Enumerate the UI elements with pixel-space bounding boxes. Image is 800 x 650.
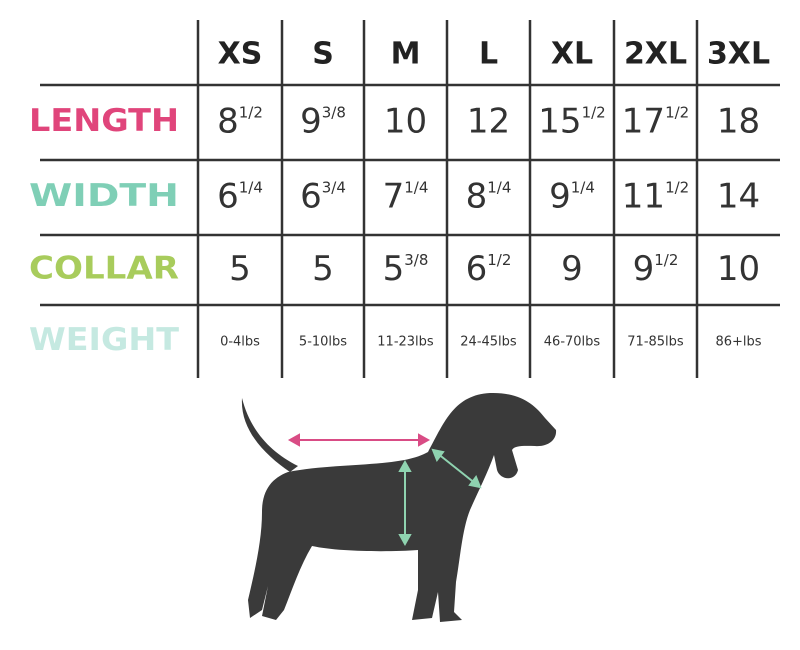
row-label: LENGTH bbox=[29, 103, 179, 139]
value: 10 bbox=[384, 101, 427, 141]
cell: 11-23lbs bbox=[377, 334, 434, 349]
fraction: 1/4 bbox=[239, 178, 263, 196]
column-header: S bbox=[312, 37, 334, 72]
value: 11-23lbs bbox=[377, 334, 434, 349]
value: 9 bbox=[300, 101, 322, 141]
cell: 10 bbox=[384, 101, 427, 141]
value: 6 bbox=[217, 176, 239, 216]
fraction: 3/8 bbox=[404, 251, 428, 269]
value: 18 bbox=[717, 101, 760, 141]
fraction: 1/4 bbox=[571, 178, 595, 196]
cell: 61/4 bbox=[217, 176, 263, 216]
cell: 46-70lbs bbox=[544, 334, 601, 349]
fraction: 1/2 bbox=[665, 103, 689, 121]
fraction: 1/2 bbox=[487, 251, 511, 269]
value: 8 bbox=[466, 176, 488, 216]
column-header: M bbox=[391, 37, 421, 72]
value: 12 bbox=[467, 101, 510, 141]
value: 7 bbox=[383, 176, 405, 216]
cell: 18 bbox=[717, 101, 760, 141]
cell: 53/8 bbox=[383, 249, 429, 289]
cell: 9 bbox=[561, 249, 583, 289]
cell: 171/2 bbox=[622, 101, 689, 141]
row-label: COLLAR bbox=[29, 251, 179, 287]
cell: 81/4 bbox=[466, 176, 512, 216]
column-header: XL bbox=[551, 37, 593, 72]
cell: 86+lbs bbox=[715, 334, 761, 349]
cell: 71/4 bbox=[383, 176, 429, 216]
value: 10 bbox=[717, 249, 760, 289]
value: 9 bbox=[561, 249, 583, 289]
fraction: 1/2 bbox=[665, 178, 689, 196]
value: 5 bbox=[312, 249, 334, 289]
value: 8 bbox=[217, 101, 239, 141]
cell: 93/8 bbox=[300, 101, 346, 141]
cell: 91/2 bbox=[633, 249, 679, 289]
fraction: 3/8 bbox=[322, 103, 346, 121]
value: 6 bbox=[300, 176, 322, 216]
value: 14 bbox=[717, 176, 760, 216]
cell: 12 bbox=[467, 101, 510, 141]
value: 11 bbox=[622, 176, 665, 216]
value: 9 bbox=[633, 249, 655, 289]
column-header: 3XL bbox=[707, 37, 770, 72]
fraction: 1/2 bbox=[582, 103, 606, 121]
cell: 5-10lbs bbox=[299, 334, 347, 349]
column-header: L bbox=[479, 37, 498, 72]
cell: 91/4 bbox=[549, 176, 595, 216]
cell: 151/2 bbox=[538, 101, 605, 141]
cell: 5 bbox=[312, 249, 334, 289]
fraction: 3/4 bbox=[322, 178, 346, 196]
value: 6 bbox=[466, 249, 488, 289]
value: 5-10lbs bbox=[299, 334, 347, 349]
value: 15 bbox=[538, 101, 581, 141]
value: 46-70lbs bbox=[544, 334, 601, 349]
cell: 63/4 bbox=[300, 176, 346, 216]
row-label: WEIGHT bbox=[29, 322, 179, 358]
fraction: 1/4 bbox=[404, 178, 428, 196]
cell: 24-45lbs bbox=[460, 334, 517, 349]
fraction: 1/4 bbox=[487, 178, 511, 196]
value: 9 bbox=[549, 176, 571, 216]
cell: 0-4lbs bbox=[220, 334, 260, 349]
value: 17 bbox=[622, 101, 665, 141]
value: 86+lbs bbox=[715, 334, 761, 349]
cell: 5 bbox=[229, 249, 251, 289]
column-header: XS bbox=[218, 37, 263, 72]
value: 5 bbox=[383, 249, 405, 289]
cell: 71-85lbs bbox=[627, 334, 684, 349]
fraction: 1/2 bbox=[654, 251, 678, 269]
cell: 111/2 bbox=[622, 176, 689, 216]
cell: 10 bbox=[717, 249, 760, 289]
cell: 61/2 bbox=[466, 249, 512, 289]
value: 5 bbox=[229, 249, 251, 289]
value: 24-45lbs bbox=[460, 334, 517, 349]
cell: 81/2 bbox=[217, 101, 263, 141]
value: 0-4lbs bbox=[220, 334, 260, 349]
cell: 14 bbox=[717, 176, 760, 216]
value: 71-85lbs bbox=[627, 334, 684, 349]
row-label: WIDTH bbox=[29, 178, 179, 214]
dog-illustration bbox=[241, 392, 557, 622]
fraction: 1/2 bbox=[239, 103, 263, 121]
column-header: 2XL bbox=[624, 37, 687, 72]
